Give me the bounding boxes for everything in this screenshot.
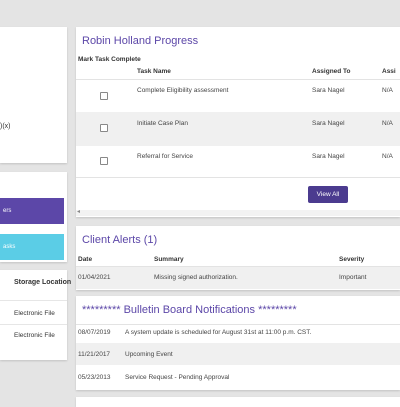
alert-summary-cell: Missing signed authorization. xyxy=(154,274,238,281)
client-alerts-card: Client Alerts (1) Date Summary Severity … xyxy=(76,226,400,290)
divider xyxy=(76,79,400,80)
bulletin-date-cell: 11/21/2017 xyxy=(78,351,111,358)
task-name-cell: Initiate Case Plan xyxy=(137,120,188,127)
mark-complete-checkbox[interactable] xyxy=(100,157,108,165)
assigned-to-cell: Sara Nagel xyxy=(312,120,345,127)
col-header-severity: Severity xyxy=(339,256,365,263)
view-all-button[interactable]: View All xyxy=(308,186,348,203)
assigned-to-cell: Sara Nagel xyxy=(312,153,345,160)
bulletin-date-cell: 05/23/2013 xyxy=(78,374,111,381)
storage-row: Electronic File xyxy=(14,332,55,339)
assignment-cell: N/A xyxy=(382,87,393,94)
divider xyxy=(0,300,67,301)
table-row-highlight xyxy=(76,343,400,365)
divider xyxy=(76,324,400,325)
col-header-task-name: Task Name xyxy=(137,68,171,75)
alert-severity-cell: Important xyxy=(339,274,367,281)
mark-complete-checkbox[interactable] xyxy=(100,92,108,100)
task-name-cell: Complete Eligibility assessment xyxy=(137,87,229,94)
assignment-cell: N/A xyxy=(382,153,393,160)
divider xyxy=(76,266,400,267)
next-card xyxy=(76,397,400,407)
bulletin-board-title: ********* Bulletin Board Notifications *… xyxy=(82,304,297,316)
col-header-date: Date xyxy=(78,256,93,263)
assigned-to-cell: Sara Nagel xyxy=(312,87,345,94)
progress-title: Robin Holland Progress xyxy=(82,35,199,47)
left-top-card: )(x) xyxy=(0,27,67,163)
bulletin-text-cell: Upcoming Event xyxy=(125,351,173,358)
bulletin-date-cell: 08/07/2019 xyxy=(78,329,111,336)
task-name-cell: Referral for Service xyxy=(137,153,193,160)
alert-date-cell: 01/04/2021 xyxy=(78,274,111,281)
horizontal-scrollbar[interactable]: ◂ xyxy=(76,209,400,216)
client-alerts-title: Client Alerts (1) xyxy=(82,234,158,246)
nav-button-cyan-label: asks xyxy=(3,244,16,250)
nav-button-purple-label: ers xyxy=(3,208,12,214)
nav-button-cyan[interactable]: asks xyxy=(0,234,64,260)
bulletin-text-cell: A system update is scheduled for August … xyxy=(125,329,312,336)
storage-row: Electronic File xyxy=(14,310,55,317)
assignment-cell: N/A xyxy=(382,120,393,127)
col-header-summary: Summary xyxy=(154,256,184,263)
table-row-highlight xyxy=(76,112,400,146)
nav-button-purple[interactable]: ers xyxy=(0,198,64,224)
col-header-assignment: Assi xyxy=(382,68,396,75)
divider xyxy=(76,177,400,178)
bulletin-text-cell: Service Request - Pending Approval xyxy=(125,374,230,381)
scroll-left-icon[interactable]: ◂ xyxy=(77,209,81,215)
table-row xyxy=(76,267,400,289)
left-snippet-text: )(x) xyxy=(0,123,11,130)
storage-card xyxy=(0,270,67,360)
progress-card: Robin Holland Progress Mark Task Complet… xyxy=(76,27,400,217)
col-header-assigned-to: Assigned To xyxy=(312,68,351,75)
mark-complete-checkbox[interactable] xyxy=(100,124,108,132)
storage-location-header: Storage Location xyxy=(14,279,72,286)
divider xyxy=(0,324,67,325)
col-header-mark-complete: Mark Task Complete xyxy=(78,56,141,63)
bulletin-board-card: ********* Bulletin Board Notifications *… xyxy=(76,296,400,390)
